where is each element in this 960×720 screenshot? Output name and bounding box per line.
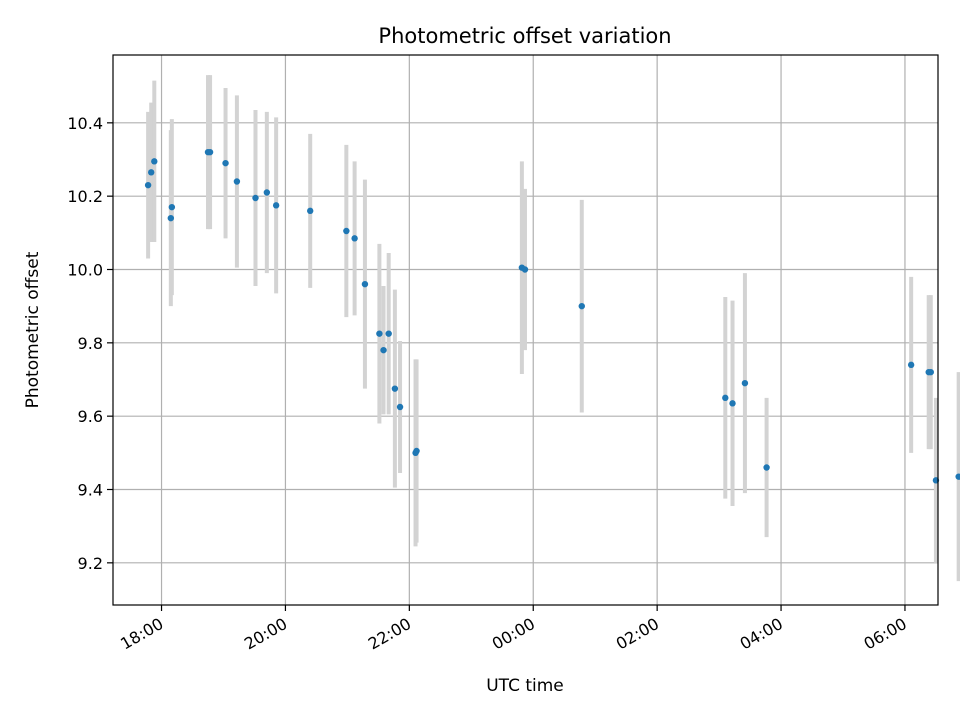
y-tick-label: 10.0 <box>67 261 103 280</box>
data-point <box>361 280 369 288</box>
data-point <box>380 346 387 354</box>
y-tick-label: 10.4 <box>67 114 103 133</box>
plot-frame <box>112 54 939 606</box>
data-point <box>343 227 350 235</box>
data-point <box>144 181 152 189</box>
data-point <box>151 158 158 165</box>
data-point <box>376 330 383 337</box>
y-tick-label: 9.6 <box>78 407 103 426</box>
x-axis-label: UTC time <box>486 676 564 696</box>
data-point <box>351 235 358 242</box>
data-point <box>167 214 175 222</box>
data-point <box>272 202 280 209</box>
data-point <box>391 385 399 392</box>
y-tick-label: 9.8 <box>78 334 103 353</box>
data-point <box>206 148 214 156</box>
data-points <box>144 148 960 484</box>
data-point <box>263 189 271 196</box>
y-axis-ticks: 9.2 9.4 9.6 9.8 10.0 10.2 10.4 <box>67 114 113 573</box>
data-point <box>413 447 420 455</box>
data-point <box>168 203 176 211</box>
data-point <box>741 379 749 387</box>
data-point <box>722 394 729 402</box>
y-tick-label: 10.2 <box>67 187 103 206</box>
data-point <box>148 169 155 176</box>
data-point <box>521 266 529 273</box>
data-point <box>252 194 259 202</box>
y-tick-label: 9.2 <box>78 554 103 573</box>
data-point <box>955 473 960 480</box>
data-point <box>396 403 404 411</box>
data-point <box>578 302 585 310</box>
chart-title: Photometric offset variation <box>378 24 671 48</box>
data-point <box>385 330 392 337</box>
data-point <box>907 361 915 369</box>
y-axis-label: Photometric offset <box>23 251 43 408</box>
data-point <box>307 207 314 215</box>
data-point <box>763 464 770 471</box>
data-point <box>222 159 229 167</box>
data-point <box>927 368 934 376</box>
y-tick-label: 9.4 <box>78 481 103 500</box>
data-point <box>233 178 241 185</box>
data-point <box>729 400 736 407</box>
